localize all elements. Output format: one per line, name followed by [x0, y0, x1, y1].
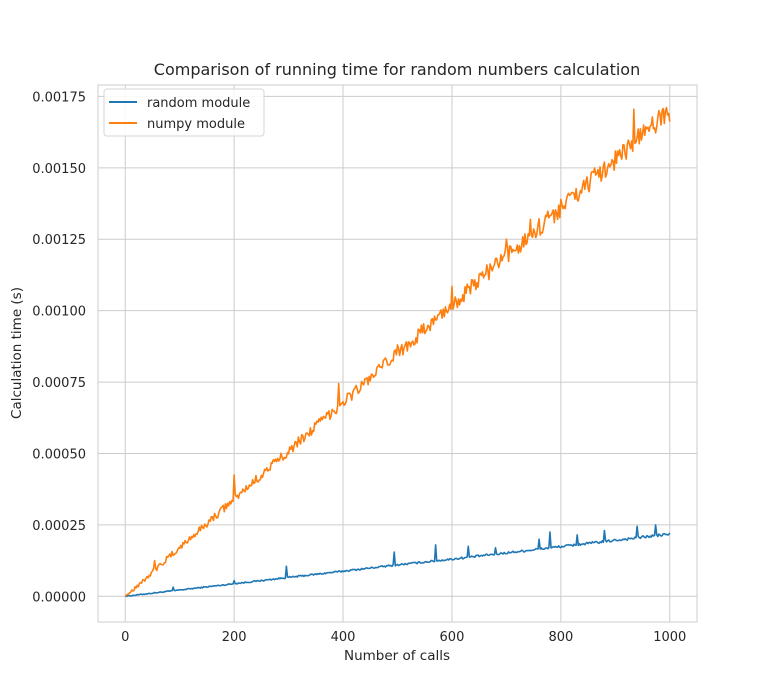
legend-label-numpy: numpy module: [147, 117, 245, 132]
y-axis-label: Calculation time (s): [9, 287, 25, 419]
y-tick-label: 0.00025: [32, 519, 86, 534]
x-tick-labels: 0 200 400 600 800 1000: [121, 630, 686, 645]
series-line-numpy: [124, 106, 671, 597]
x-tick-label: 600: [440, 630, 465, 645]
x-tick-label: 200: [222, 630, 247, 645]
y-tick-label: 0.00175: [32, 90, 86, 105]
x-tick-label: 800: [548, 630, 573, 645]
y-tick-label: 0.00150: [32, 162, 86, 177]
x-tick-label: 0: [121, 630, 129, 645]
y-tick-label: 0.00075: [32, 376, 86, 391]
y-tick-label: 0.00125: [32, 233, 86, 248]
grid-lines: [98, 85, 697, 622]
x-tick-label: 400: [331, 630, 356, 645]
legend: random module numpy module: [103, 88, 265, 137]
y-tick-label: 0.00000: [32, 590, 86, 605]
x-axis-label: Number of calls: [344, 648, 450, 664]
y-tick-label: 0.00100: [32, 305, 86, 320]
legend-box: [103, 88, 265, 137]
series-layer: [124, 106, 671, 598]
x-tick-label: 1000: [653, 630, 686, 645]
legend-label-random: random module: [147, 96, 250, 111]
y-tick-label: 0.00050: [32, 447, 86, 462]
series-line-random: [125, 524, 671, 598]
plot-frame: [97, 84, 698, 623]
chart-title: Comparison of running time for random nu…: [154, 60, 640, 79]
y-tick-labels: 0.00000 0.00025 0.00050 0.00075 0.00100 0.001…: [32, 90, 86, 605]
